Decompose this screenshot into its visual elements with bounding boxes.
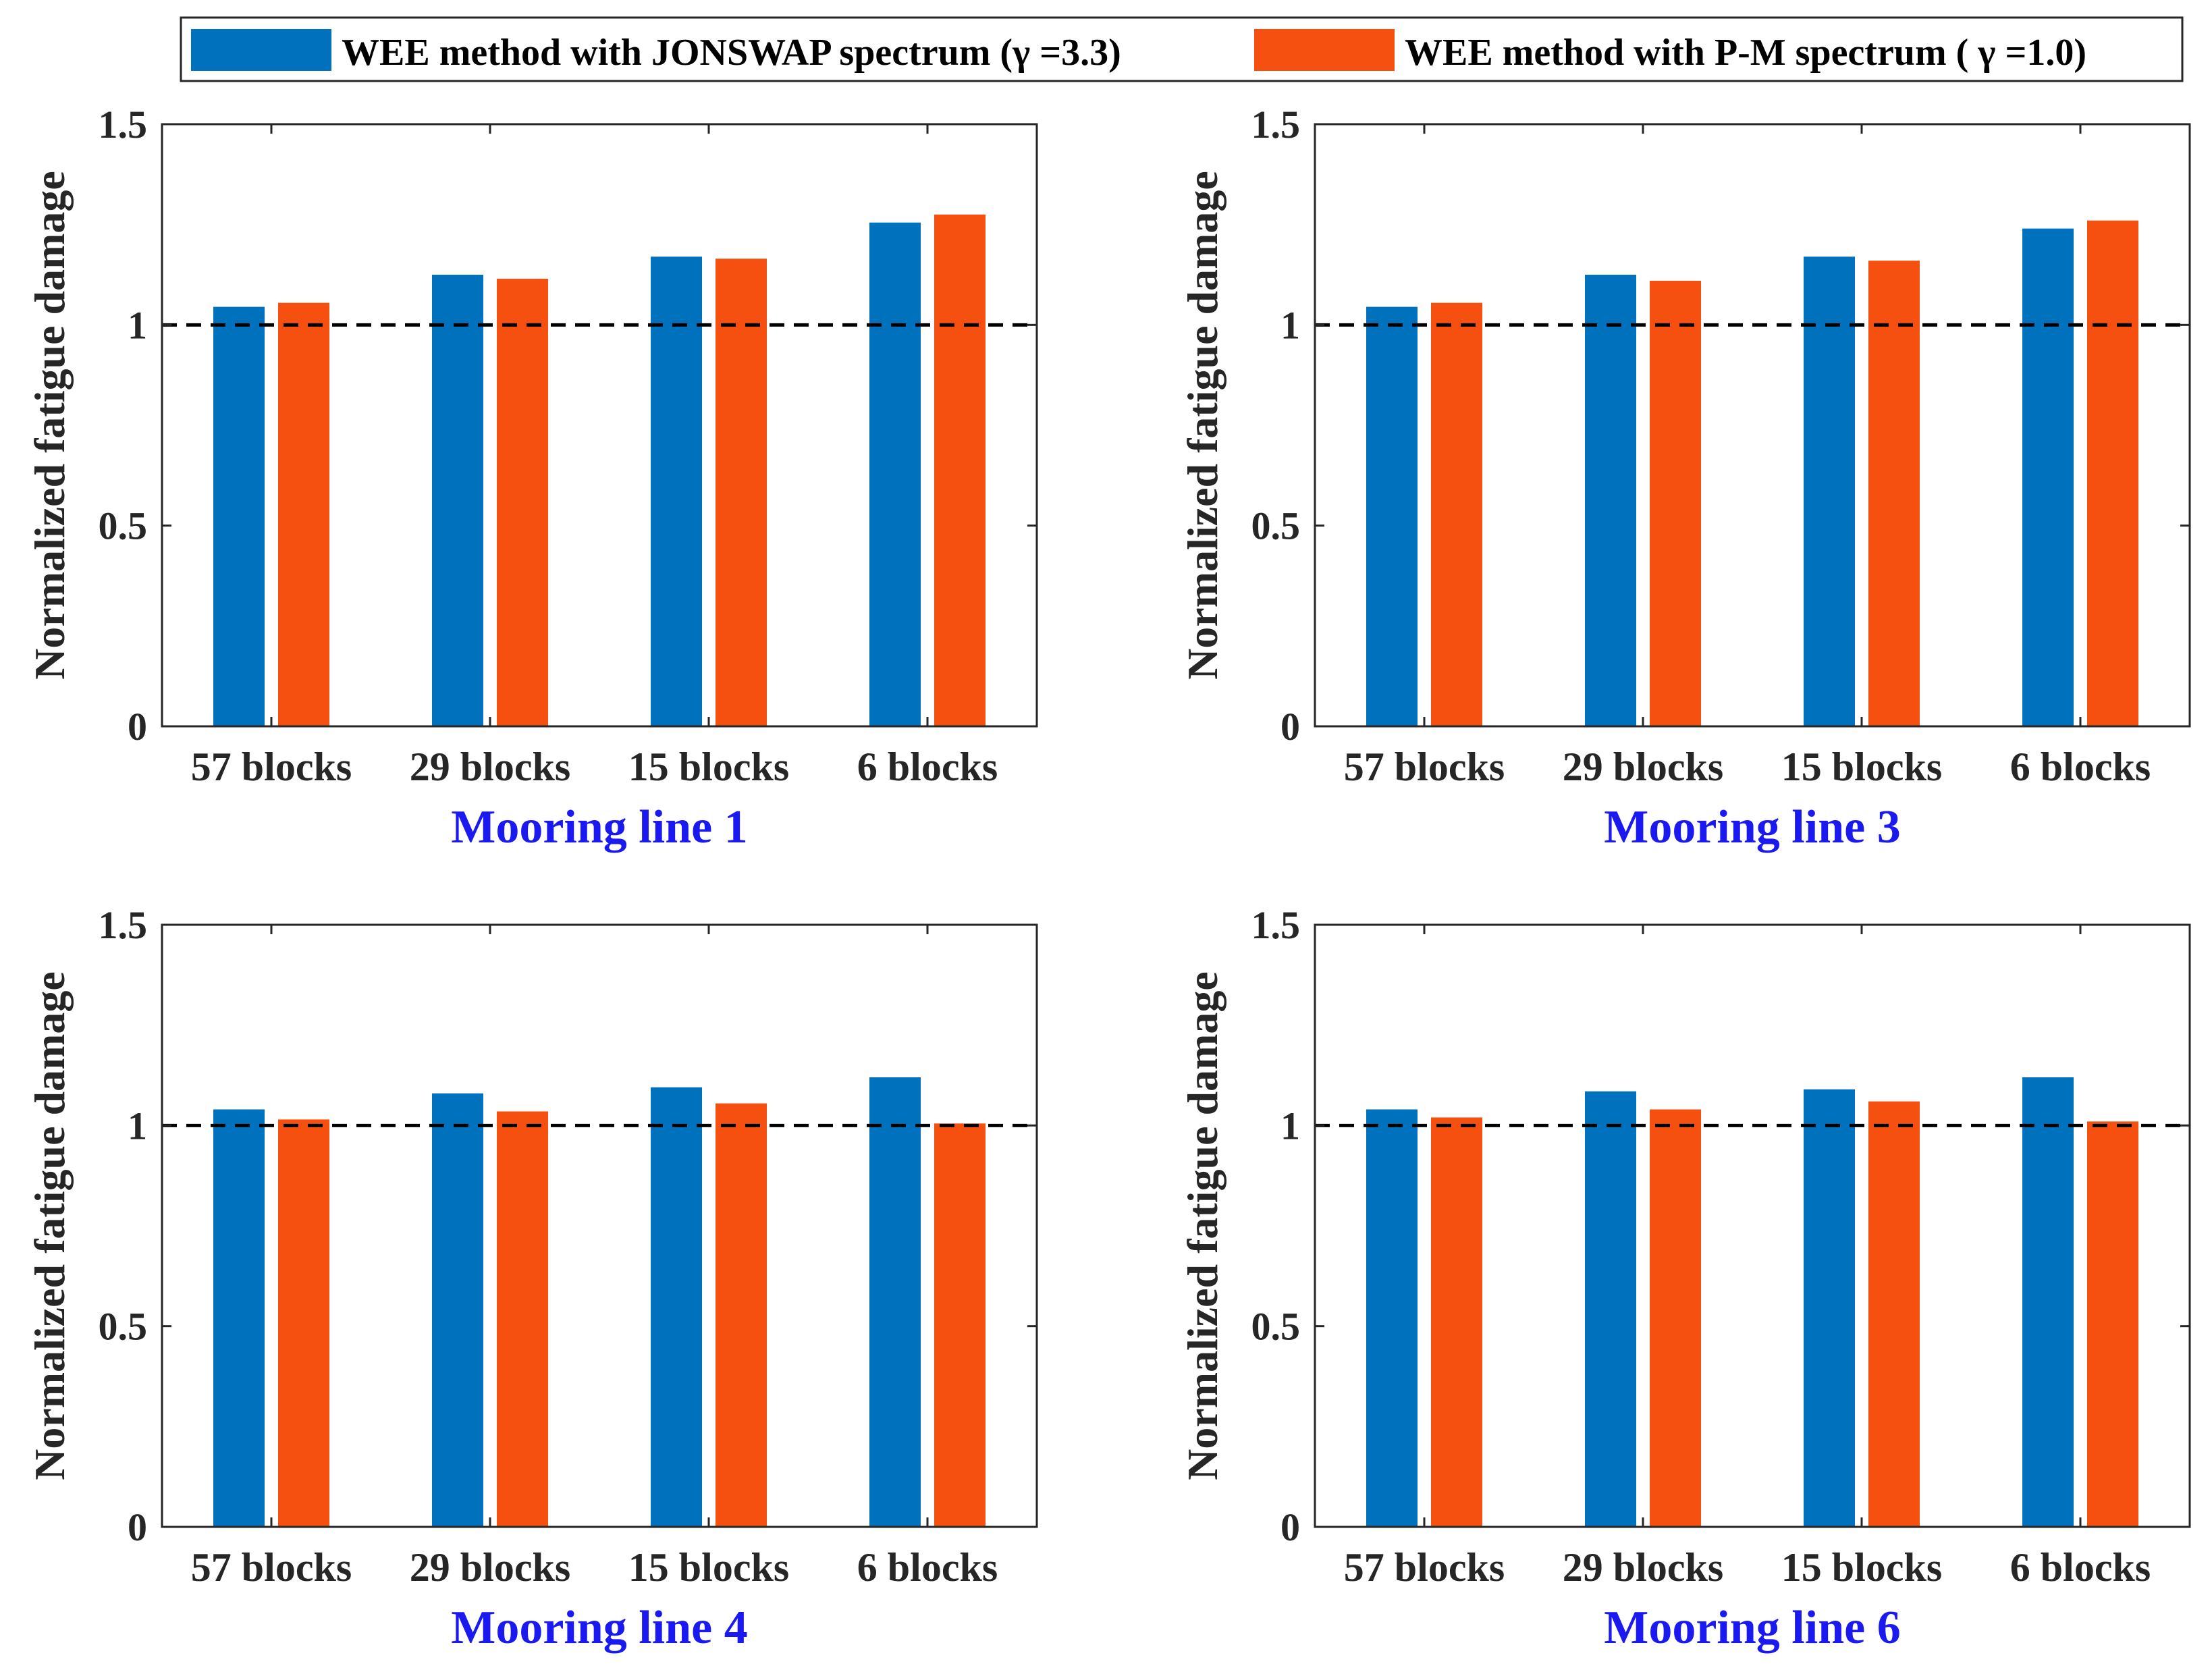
x-tick-label: 29 blocks bbox=[410, 745, 570, 789]
x-tick-label: 6 blocks bbox=[2010, 745, 2151, 789]
y-tick-label: 1 bbox=[128, 303, 147, 347]
bar-series-2-6-blocks bbox=[934, 214, 986, 726]
axes-box bbox=[161, 923, 1038, 1528]
x-tick-label: 15 blocks bbox=[1781, 1545, 1942, 1590]
chart-panel-mooring-line-3: 0 0.5 1 1.5 57 blocks 29 blocks 15 blocks 6 blo… bbox=[1179, 103, 2191, 853]
x-tick-label: 29 blocks bbox=[1563, 1545, 1723, 1590]
bar-series-1-15-blocks bbox=[1804, 257, 1855, 726]
y-tick-label: 1 bbox=[1280, 1104, 1300, 1148]
bar-series-1-15-blocks bbox=[1804, 1089, 1855, 1527]
bar-series-1-6-blocks bbox=[2022, 1077, 2074, 1527]
legend-swatch-series-1 bbox=[191, 29, 331, 71]
panel-title: Mooring line 4 bbox=[451, 1602, 747, 1654]
panel-title: Mooring line 3 bbox=[1604, 801, 1900, 853]
legend-label-series-1: WEE method with JONSWAP spectrum (γ =3.3… bbox=[342, 32, 1121, 74]
y-tick-label: 0.5 bbox=[99, 1305, 148, 1349]
bar-series-2-6-blocks bbox=[934, 1123, 986, 1527]
y-tick-label: 1.5 bbox=[99, 903, 148, 947]
y-tick-label: 1 bbox=[128, 1104, 147, 1148]
legend: WEE method with JONSWAP spectrum (γ =3.3… bbox=[180, 16, 2184, 82]
bar-series-2-6-blocks bbox=[2087, 220, 2138, 727]
bar-series-2-15-blocks bbox=[1868, 1101, 1920, 1527]
bar-series-1-29-blocks bbox=[432, 275, 483, 726]
y-tick-label: 0 bbox=[128, 1505, 147, 1549]
bar-series-2-15-blocks bbox=[716, 1103, 767, 1527]
bar-series-1-29-blocks bbox=[432, 1093, 483, 1527]
bar-series-1-57-blocks bbox=[213, 306, 265, 726]
x-tick-label: 57 blocks bbox=[191, 1545, 352, 1590]
bar-series-2-15-blocks bbox=[716, 259, 767, 726]
bar-series-1-6-blocks bbox=[869, 1077, 921, 1527]
bar-series-1-15-blocks bbox=[651, 257, 702, 726]
y-axis-label: Normalized fatigue damage bbox=[1179, 171, 1226, 680]
y-tick-label: 1.5 bbox=[1251, 903, 1301, 947]
y-tick-label: 0 bbox=[1280, 1505, 1300, 1549]
bar-series-2-57-blocks bbox=[278, 1119, 329, 1527]
y-axis-label: Normalized fatigue damage bbox=[26, 971, 74, 1480]
bar-series-1-57-blocks bbox=[1366, 1109, 1418, 1527]
x-tick-label: 29 blocks bbox=[410, 1545, 570, 1590]
legend-label-series-2: WEE method with P-M spectrum ( γ =1.0) bbox=[1405, 32, 2086, 74]
x-tick-label: 6 blocks bbox=[857, 1545, 998, 1590]
legend-swatch-series-2 bbox=[1254, 29, 1395, 71]
bar-series-2-29-blocks bbox=[1650, 280, 1701, 726]
x-tick-label: 57 blocks bbox=[1344, 745, 1505, 789]
bar-series-2-15-blocks bbox=[1868, 261, 1920, 727]
bar-series-2-29-blocks bbox=[497, 278, 548, 726]
y-axis-label: Normalized fatigue damage bbox=[26, 171, 74, 680]
chart-panel-mooring-line-1: 0 0.5 1 1.5 57 blocks 29 blocks 15 blocks 6 blo… bbox=[26, 103, 1038, 853]
bar-series-1-29-blocks bbox=[1585, 275, 1636, 726]
bar-series-1-29-blocks bbox=[1585, 1091, 1636, 1527]
axes-box bbox=[1314, 123, 2191, 728]
y-tick-label: 0.5 bbox=[1251, 1305, 1301, 1349]
panel-title: Mooring line 6 bbox=[1604, 1602, 1900, 1654]
y-tick-label: 1.5 bbox=[1251, 103, 1301, 146]
y-axis-label: Normalized fatigue damage bbox=[1179, 971, 1226, 1480]
y-tick-label: 1 bbox=[1280, 303, 1300, 347]
bar-series-2-57-blocks bbox=[1431, 1117, 1482, 1527]
x-tick-label: 57 blocks bbox=[1344, 1545, 1505, 1590]
y-tick-label: 0 bbox=[128, 705, 147, 749]
legend-box bbox=[180, 16, 2184, 82]
chart-panel-mooring-line-4: 0 0.5 1 1.5 57 blocks 29 blocks 15 blocks 6 blo… bbox=[26, 903, 1038, 1654]
x-tick-label: 57 blocks bbox=[191, 745, 352, 789]
y-tick-label: 0.5 bbox=[1251, 504, 1301, 548]
chart-panel-mooring-line-6: 0 0.5 1 1.5 57 blocks 29 blocks 15 blocks 6 blo… bbox=[1179, 903, 2191, 1654]
bar-series-1-57-blocks bbox=[213, 1109, 265, 1527]
y-tick-label: 0.5 bbox=[99, 504, 148, 548]
panel-title: Mooring line 1 bbox=[451, 801, 747, 853]
x-tick-label: 15 blocks bbox=[628, 745, 789, 789]
bar-series-1-57-blocks bbox=[1366, 306, 1418, 726]
bar-series-2-29-blocks bbox=[497, 1111, 548, 1527]
axes-box bbox=[1314, 923, 2191, 1528]
y-tick-label: 1.5 bbox=[99, 103, 148, 146]
bar-series-1-15-blocks bbox=[651, 1087, 702, 1527]
x-tick-label: 29 blocks bbox=[1563, 745, 1723, 789]
bar-series-2-6-blocks bbox=[2087, 1121, 2138, 1527]
x-tick-label: 6 blocks bbox=[857, 745, 998, 789]
x-tick-label: 6 blocks bbox=[2010, 1545, 2151, 1590]
bar-series-1-6-blocks bbox=[869, 222, 921, 726]
x-tick-label: 15 blocks bbox=[1781, 745, 1942, 789]
bar-series-2-29-blocks bbox=[1650, 1109, 1701, 1527]
x-tick-label: 15 blocks bbox=[628, 1545, 789, 1590]
bar-series-1-6-blocks bbox=[2022, 228, 2074, 726]
axes-box bbox=[161, 123, 1038, 728]
bar-series-2-57-blocks bbox=[1431, 302, 1482, 726]
y-tick-label: 0 bbox=[1280, 705, 1300, 749]
bar-series-2-57-blocks bbox=[278, 302, 329, 726]
